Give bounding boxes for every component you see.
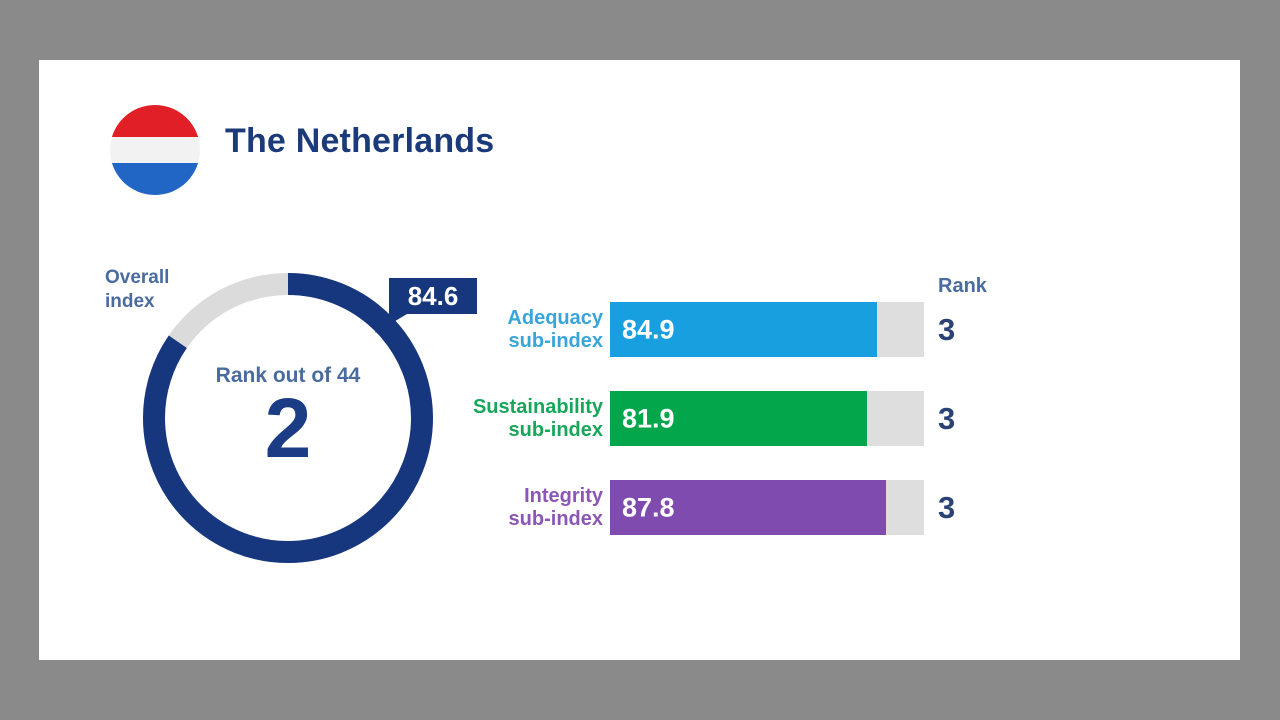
overall-index-label-line2: index [105,291,155,312]
page-title: The Netherlands [225,122,495,160]
flag-red-stripe [110,105,200,138]
adequacy-value: 84.9 [622,314,675,344]
flag-white-stripe [110,137,200,163]
netherlands-flag-icon [110,105,200,195]
adequacy-row: Adequacy sub-index 84.9 3 [39,302,1039,357]
integrity-label-line1: Integrity [524,484,603,507]
integrity-label: Integrity sub-index [369,485,603,531]
sustainability-bar-track [610,391,924,446]
sustainability-row: Sustainability sub-index 81.9 3 [39,391,1039,446]
integrity-rank: 3 [938,490,956,525]
donut-center-text: Rank out of 44 2 [142,364,434,475]
integrity-row: Integrity sub-index 87.8 3 [39,480,1039,535]
integrity-bar-fill [610,480,886,535]
adequacy-bar-track [610,302,924,357]
adequacy-bar-fill [610,302,877,357]
adequacy-label-line1: Adequacy [507,306,603,329]
country-summary-card: The Netherlands Overall index Rank out o… [39,60,1240,660]
overall-index-donut [142,272,434,564]
flag-blue-stripe [110,162,200,195]
donut-svg [143,273,433,563]
overall-index-label-line1: Overall [105,267,170,288]
overall-value-badge: 84.6 [389,278,477,314]
rank-column-header: Rank [938,275,987,297]
donut-value-arc [143,273,433,563]
overall-index-label: Overall index [105,266,169,314]
rank-caption: Rank out of 44 [215,364,361,387]
integrity-bar-track [610,480,924,535]
overall-rank-value: 2 [264,381,312,475]
sustainability-value: 81.9 [622,403,675,433]
adequacy-label: Adequacy sub-index [369,307,603,353]
adequacy-rank: 3 [938,312,956,347]
adequacy-label-line2: sub-index [508,329,603,352]
integrity-label-line2: sub-index [508,507,603,530]
sustainability-label-line2: sub-index [508,418,603,441]
sustainability-label: Sustainability sub-index [369,396,603,442]
sustainability-rank: 3 [938,401,956,436]
integrity-value: 87.8 [622,492,675,522]
sustainability-bar-fill [610,391,868,446]
sustainability-label-line1: Sustainability [472,395,603,418]
